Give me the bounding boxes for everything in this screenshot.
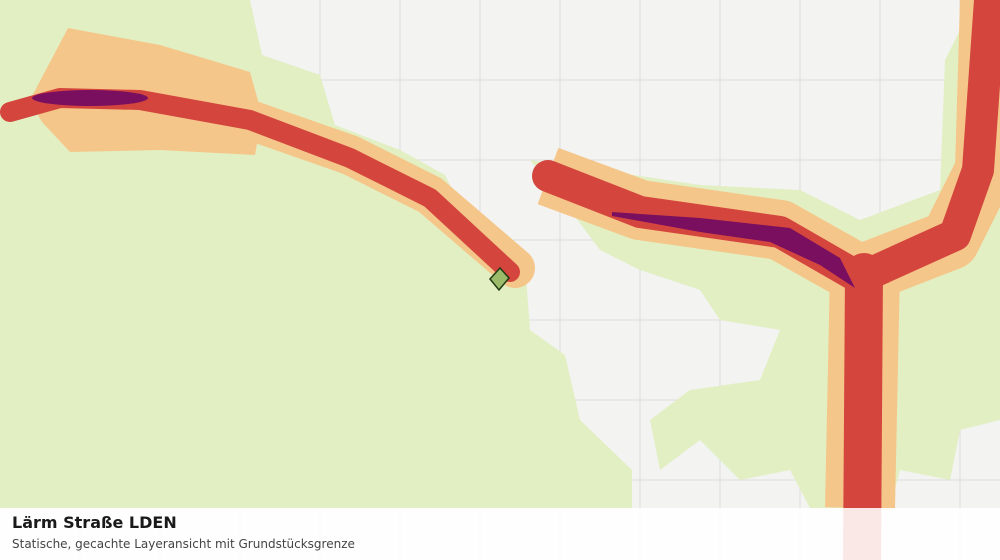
caption-panel [0,508,1000,560]
parcel-boundary [489,266,510,292]
map-subtitle: Statische, gecachte Layeransicht mit Gru… [12,537,355,551]
noise-zone-very-high [32,90,855,288]
map-title: Lärm Straße LDEN [12,513,177,532]
